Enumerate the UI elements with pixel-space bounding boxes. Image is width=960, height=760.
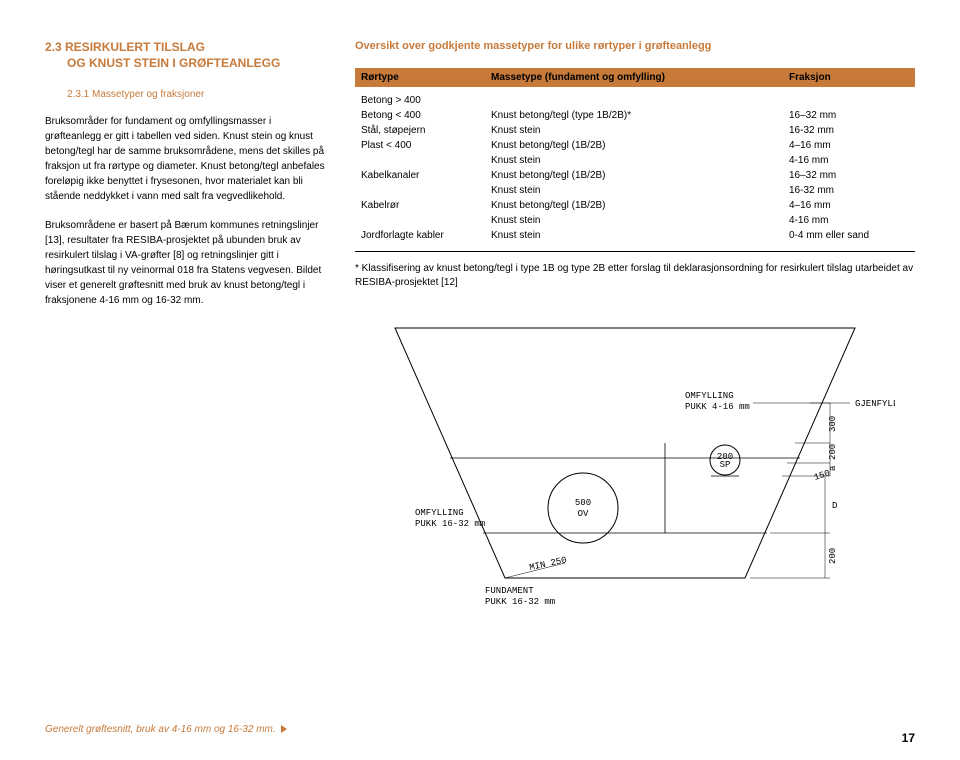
th-fraksjon: Fraksjon — [789, 72, 909, 83]
table-row: Betong < 400Knust betong/tegl (type 1B/2… — [361, 108, 909, 123]
table-row: KabelrørKnust betong/tegl (1B/2B)4–16 mm — [361, 198, 909, 213]
cell-massetype: Knust stein — [491, 213, 789, 228]
section-heading: 2.3 RESIRKULERT TILSLAG OG KNUST STEIN I… — [45, 40, 325, 71]
cell-rortype — [361, 213, 491, 228]
heading-line2: OG KNUST STEIN I GRØFTEANLEGG — [45, 56, 325, 72]
label-fundament-b: PUKK 16-32 mm — [485, 597, 555, 607]
table-row: Knust stein16-32 mm — [361, 183, 909, 198]
table-row: Betong > 400 — [361, 93, 909, 108]
table-row: Plast < 400Knust betong/tegl (1B/2B)4–16… — [361, 138, 909, 153]
label-omfylling-4-16: OMFYLLING — [685, 391, 734, 401]
cell-massetype: Knust betong/tegl (1B/2B) — [491, 198, 789, 213]
ov-label-500: 500 — [575, 498, 591, 508]
table-row: Knust stein4-16 mm — [361, 213, 909, 228]
label-min250: MIN 250 — [529, 555, 568, 573]
paragraph-1: Bruksområder for fundament og omfyllings… — [45, 114, 325, 204]
cell-fraksjon: 4–16 mm — [789, 198, 909, 213]
label-omfylling-16-32: OMFYLLING — [415, 508, 464, 518]
cell-fraksjon: 16–32 mm — [789, 168, 909, 183]
trench-diagram: 500 OV 200 SP OMFYLLING PUKK 4-16 mm GJE… — [355, 308, 895, 608]
cell-massetype: Knust stein — [491, 228, 789, 243]
cell-fraksjon: 16-32 mm — [789, 183, 909, 198]
cell-massetype: Knust betong/tegl (1B/2B) — [491, 138, 789, 153]
dim-200r: 200 — [828, 444, 838, 460]
cell-rortype: Jordforlagte kabler — [361, 228, 491, 243]
dim-200b: 200 — [828, 548, 838, 564]
table-row: Jordforlagte kablerKnust stein0-4 mm ell… — [361, 228, 909, 243]
footnote: * Klassifisering av knust betong/tegl i … — [355, 262, 915, 290]
table-body: Betong > 400Betong < 400Knust betong/teg… — [355, 87, 915, 252]
triangle-icon — [281, 725, 287, 733]
cell-rortype — [361, 183, 491, 198]
sub-heading: 2.3.1 Massetyper og fraksjoner — [45, 89, 325, 100]
cell-rortype: Betong < 400 — [361, 108, 491, 123]
cell-fraksjon: 0-4 mm eller sand — [789, 228, 909, 243]
cell-fraksjon — [789, 93, 909, 108]
table-row: Stål, støpejernKnust stein16-32 mm — [361, 123, 909, 138]
th-rortype: Rørtype — [361, 72, 491, 83]
cell-fraksjon: 4-16 mm — [789, 153, 909, 168]
paragraph-2: Bruksområdene er basert på Bærum kommune… — [45, 218, 325, 308]
table-row: Knust stein4-16 mm — [361, 153, 909, 168]
cell-rortype: Betong > 400 — [361, 93, 491, 108]
dim-a: a — [828, 465, 838, 471]
cell-fraksjon: 16–32 mm — [789, 108, 909, 123]
cell-rortype — [361, 153, 491, 168]
page-number: 17 — [902, 731, 915, 745]
th-massetype: Massetype (fundament og omfylling) — [491, 72, 789, 83]
cell-massetype: Knust stein — [491, 123, 789, 138]
label-fundament: FUNDAMENT — [485, 586, 534, 596]
label-omfylling-16-32-b: PUKK 16-32 mm — [415, 519, 485, 529]
heading-line1: 2.3 RESIRKULERT TILSLAG — [45, 40, 325, 56]
cell-rortype: Kabelkanaler — [361, 168, 491, 183]
cell-massetype: Knust stein — [491, 153, 789, 168]
cell-massetype: Knust betong/tegl (1B/2B) — [491, 168, 789, 183]
overview-title: Oversikt over godkjente massetyper for u… — [355, 40, 915, 52]
ov-label: OV — [578, 509, 589, 519]
dim-150: 150 — [813, 468, 832, 483]
table-header: Rørtype Massetype (fundament og omfyllin… — [355, 68, 915, 87]
sp-label: SP — [720, 460, 731, 470]
cell-rortype: Plast < 400 — [361, 138, 491, 153]
caption-text: Generelt grøftesnitt, bruk av 4-16 mm og… — [45, 724, 276, 735]
figure-caption: Generelt grøftesnitt, bruk av 4-16 mm og… — [45, 724, 287, 735]
table-row: KabelkanalerKnust betong/tegl (1B/2B)16–… — [361, 168, 909, 183]
cell-massetype: Knust stein — [491, 183, 789, 198]
cell-massetype — [491, 93, 789, 108]
cell-massetype: Knust betong/tegl (type 1B/2B)* — [491, 108, 789, 123]
cell-fraksjon: 16-32 mm — [789, 123, 909, 138]
label-omfylling-4-16-b: PUKK 4-16 mm — [685, 402, 750, 412]
cell-rortype: Kabelrør — [361, 198, 491, 213]
cell-fraksjon: 4–16 mm — [789, 138, 909, 153]
label-gjenfylling: GJENFYLLING — [855, 399, 895, 409]
dim-300: 300 — [828, 416, 838, 432]
dim-D: D — [832, 501, 837, 511]
cell-fraksjon: 4-16 mm — [789, 213, 909, 228]
cell-rortype: Stål, støpejern — [361, 123, 491, 138]
